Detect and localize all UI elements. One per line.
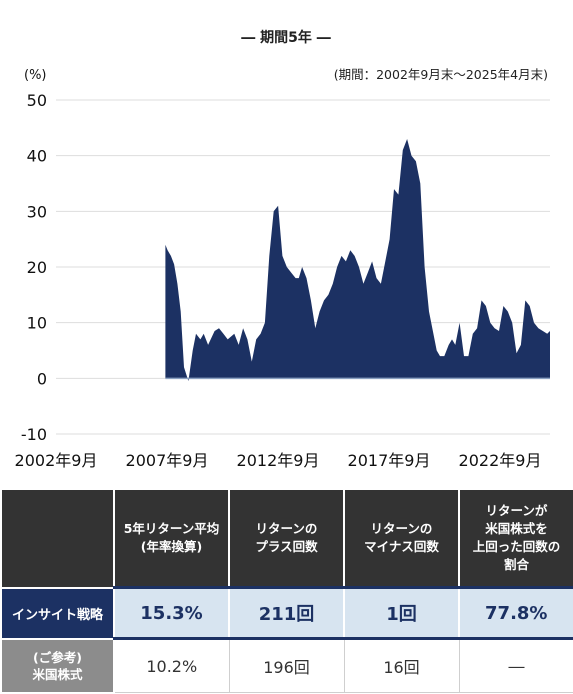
text-line: 米国株式 bbox=[32, 666, 83, 682]
x-tick-label: 2022年9月 bbox=[459, 451, 542, 470]
y-tick-label: 30 bbox=[27, 202, 47, 221]
cell-strategy-avg: 15.3% bbox=[113, 586, 230, 640]
grid-lines bbox=[56, 99, 550, 435]
summary-table: 5年リターン平均 (年率換算) リターンのプラス回数 リターンのマイナス回数 リタ… bbox=[0, 488, 573, 694]
text-line: リターンの bbox=[255, 521, 318, 536]
y-tick-label: 20 bbox=[27, 258, 47, 277]
y-tick-label: 50 bbox=[27, 91, 47, 110]
x-tick-label: 2007年9月 bbox=[126, 451, 209, 470]
chart-title: ― 期間5年 ― bbox=[241, 29, 331, 46]
text-line: 米国株式を bbox=[485, 521, 548, 536]
return-area bbox=[165, 139, 550, 382]
cell-strategy-ratio: 77.8% bbox=[458, 586, 573, 640]
text-line: マイナス回数 bbox=[364, 539, 439, 554]
header-avg-return: 5年リターン平均 (年率換算) bbox=[113, 488, 230, 589]
text-line: プラス回数 bbox=[255, 539, 318, 554]
header-plus-count: リターンのプラス回数 bbox=[228, 488, 345, 589]
table-row-insight-strategy: インサイト戦略 15.3% 211回 1回 77.8% bbox=[0, 586, 573, 640]
header-outperform-ratio: リターンが米国株式を上回った回数の 割合 bbox=[458, 488, 573, 589]
return-chart: ― 期間5年 ― (期間：2002年9月末～2025年4月末) (%) 50 40… bbox=[15, 29, 550, 470]
y-tick-label: 10 bbox=[27, 314, 47, 333]
y-tick-label: 40 bbox=[27, 147, 47, 166]
cell-us-avg: 10.2% bbox=[113, 638, 230, 693]
x-tick-label: 2017年9月 bbox=[348, 451, 431, 470]
y-tick-label: -10 bbox=[21, 425, 47, 444]
text-line: リターンの bbox=[370, 521, 433, 536]
row-label-insight-strategy: インサイト戦略 bbox=[0, 586, 115, 640]
cell-us-minus: 16回 bbox=[343, 638, 460, 693]
chart-subtitle: (期間：2002年9月末～2025年4月末) bbox=[334, 67, 548, 82]
y-tick-label: 0 bbox=[37, 369, 47, 388]
row-label-us-stocks: (ご参考) 米国株式 bbox=[0, 637, 115, 694]
text-line: リターンが bbox=[485, 503, 548, 518]
text-line: 割合 bbox=[503, 557, 529, 572]
x-tick-labels: 2002年9月 2007年9月 2012年9月 2017年9月 2022年9月 bbox=[15, 451, 542, 470]
header-minus-count: リターンのマイナス回数 bbox=[343, 488, 460, 589]
cell-strategy-minus: 1回 bbox=[343, 586, 460, 640]
table-header-row: 5年リターン平均 (年率換算) リターンのプラス回数 リターンのマイナス回数 リタ… bbox=[0, 488, 573, 589]
text-line: 5年リターン平均 bbox=[123, 521, 220, 536]
y-axis-unit: (%) bbox=[24, 68, 47, 83]
x-tick-label: 2002年9月 bbox=[15, 451, 98, 470]
text-line: (年率換算) bbox=[140, 539, 203, 554]
cell-us-ratio: ― bbox=[458, 638, 573, 693]
table-row-us-stocks: (ご参考) 米国株式 10.2% 196回 16回 ― bbox=[0, 637, 573, 694]
x-tick-label: 2012年9月 bbox=[237, 451, 320, 470]
header-blank bbox=[0, 488, 115, 589]
text-line: (ご参考) bbox=[33, 649, 82, 665]
text-line: 上回った回数の bbox=[472, 539, 561, 554]
y-tick-labels: 50 40 30 20 10 0 -10 bbox=[21, 91, 47, 444]
cell-us-plus: 196回 bbox=[228, 638, 345, 693]
cell-strategy-plus: 211回 bbox=[228, 586, 345, 640]
